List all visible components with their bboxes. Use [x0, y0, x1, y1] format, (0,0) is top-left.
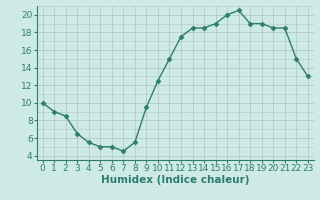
X-axis label: Humidex (Indice chaleur): Humidex (Indice chaleur) [101, 175, 250, 185]
